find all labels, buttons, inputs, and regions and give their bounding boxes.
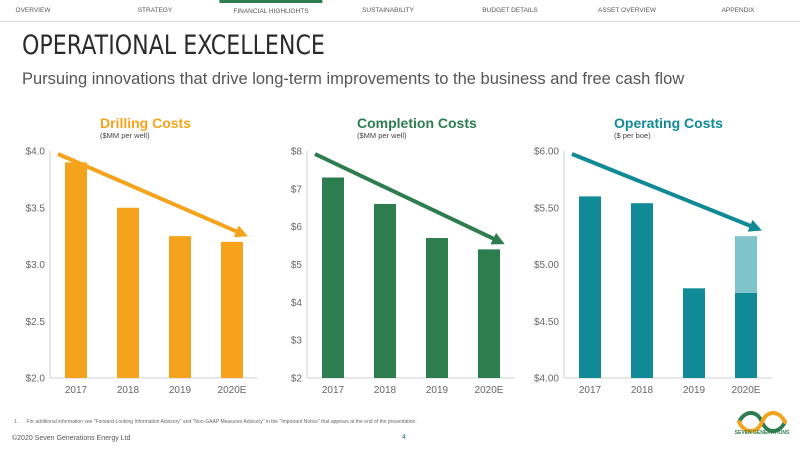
bar-range-2020E (735, 236, 757, 293)
x-tick-label: 2019 (169, 385, 192, 396)
y-tick-label: $3.0 (26, 260, 46, 271)
y-tick-label: $2.0 (26, 374, 46, 385)
y-tick-label: $3 (291, 336, 303, 347)
bar-2017 (65, 162, 87, 378)
bar-2018 (374, 203, 396, 378)
bar-2017 (579, 196, 601, 378)
drilling-costs-chart: Drilling Costs ($MM per well) $2.0 $2.5 $3.0… (18, 108, 266, 408)
y-tick-label: $6.00 (534, 147, 559, 158)
bar-2018 (631, 203, 653, 378)
nav-tab-budget-details[interactable]: BUDGET DETAILS (482, 7, 538, 14)
page-title: OPERATIONAL EXCELLENCE (22, 30, 325, 61)
y-tick-label: $4.0 (26, 147, 46, 158)
bar-2017 (322, 177, 344, 378)
y-tick-label: $7 (291, 184, 303, 195)
y-tick-label: $4.50 (534, 317, 559, 328)
y-tick-label: $4 (291, 298, 303, 309)
bar-2020E (735, 292, 757, 378)
bar-2019 (683, 288, 705, 378)
x-tick-label: 2019 (683, 385, 706, 396)
chart-title: Completion Costs (357, 115, 477, 131)
x-tick-label: 2017 (65, 385, 88, 396)
y-tick-label: $8 (291, 147, 303, 158)
seven-generations-logo-icon (737, 411, 787, 433)
y-tick-label: $6 (291, 222, 303, 233)
y-tick-label: $2.5 (26, 317, 46, 328)
operating-costs-chart: Operating Costs ($ per boe) $4.00 $4.50 $5.0… (532, 108, 780, 408)
x-tick-label: 2020E (732, 385, 761, 396)
y-tick-label: $3.5 (26, 203, 46, 214)
chart-title: Drilling Costs (100, 115, 191, 131)
x-tick-label: 2020E (218, 385, 247, 396)
bar-2018 (117, 207, 139, 378)
page-subtitle: Pursuing innovations that drive long-ter… (22, 70, 685, 88)
bar-2019 (426, 238, 448, 378)
footnote: 1. For additional information see "Forwa… (14, 419, 417, 425)
y-tick-label: $2 (291, 374, 303, 385)
footnote-number: 1. (14, 419, 19, 425)
x-tick-label: 2020E (475, 385, 504, 396)
nav-tab-asset-overview[interactable]: ASSET OVERVIEW (598, 7, 656, 14)
top-nav: OVERVIEW STRATEGY FINANCIAL HIGHLIGHTS S… (0, 0, 800, 22)
footnote-text: For additional information see "Forward-… (26, 419, 417, 425)
bar-2020E (221, 241, 243, 378)
y-tick-label: $5.50 (534, 203, 559, 214)
page-number: 4 (402, 434, 406, 441)
y-tick-label: $4.00 (534, 374, 559, 385)
chart-subtitle: ($MM per well) (100, 131, 150, 140)
nav-tab-overview[interactable]: OVERVIEW (15, 7, 51, 14)
y-tick-label: $5 (291, 260, 303, 271)
x-tick-label: 2017 (322, 385, 345, 396)
completion-costs-chart: Completion Costs ($MM per well) $2 $3 $4 $5 $6… (275, 108, 523, 408)
nav-tab-financial-highlights[interactable]: FINANCIAL HIGHLIGHTS (219, 0, 323, 21)
trend-arrow (571, 152, 762, 232)
chart-svg: Drilling Costs($MM per well) $2.0 $2.5 $3.0… (26, 115, 258, 396)
trend-arrow (314, 152, 505, 245)
trend-arrow (57, 152, 248, 238)
x-tick-label: 2018 (374, 385, 397, 396)
chart-svg: Operating Costs($ per boe) $4.00 $4.50 $5.0… (534, 115, 772, 396)
y-tick-label: $5.00 (534, 260, 559, 271)
chart-svg: Completion Costs($MM per well) $2 $3 $4 $5 $6… (291, 115, 515, 396)
x-tick-label: 2017 (579, 385, 602, 396)
logo-wordmark: SEVEN GENERATIONS (734, 430, 790, 436)
bar-2019 (169, 236, 191, 378)
chart-title: Operating Costs (614, 115, 723, 131)
x-tick-label: 2018 (117, 385, 140, 396)
nav-tab-strategy[interactable]: STRATEGY (137, 7, 173, 14)
x-tick-label: 2019 (426, 385, 449, 396)
nav-tab-sustainability[interactable]: SUSTAINABILITY (362, 7, 414, 14)
x-tick-label: 2018 (631, 385, 654, 396)
copyright: ©2020 Seven Generations Energy Ltd (12, 435, 131, 442)
bar-2020E (478, 249, 500, 378)
chart-subtitle: ($ per boe) (614, 131, 651, 140)
nav-tab-appendix[interactable]: APPENDIX (721, 7, 755, 14)
chart-subtitle: ($MM per well) (357, 131, 407, 140)
